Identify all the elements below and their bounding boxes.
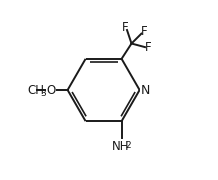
Text: NH: NH bbox=[112, 140, 129, 153]
Text: F: F bbox=[145, 41, 152, 54]
Text: 3: 3 bbox=[40, 89, 46, 98]
Text: O: O bbox=[47, 84, 56, 96]
Text: N: N bbox=[141, 84, 150, 96]
Text: CH: CH bbox=[28, 84, 45, 96]
Text: F: F bbox=[121, 21, 128, 34]
Text: F: F bbox=[141, 25, 148, 38]
Text: 2: 2 bbox=[125, 141, 131, 150]
